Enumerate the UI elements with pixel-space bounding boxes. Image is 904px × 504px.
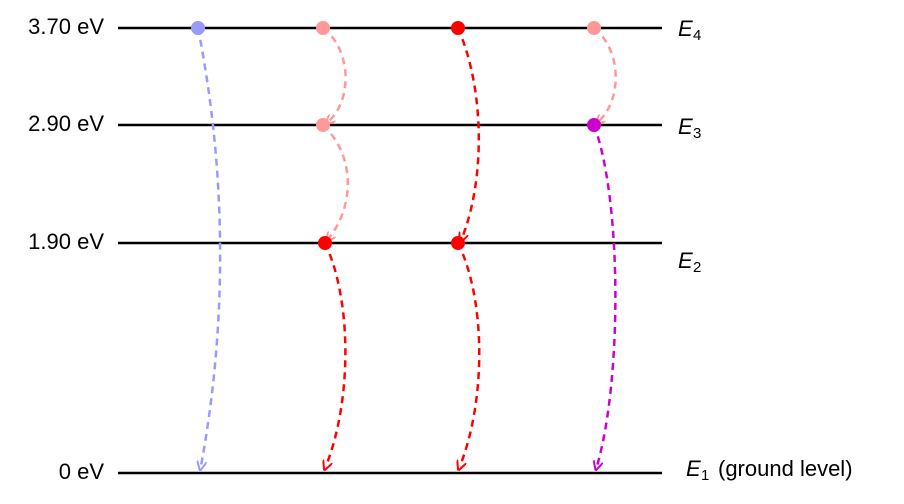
electron-dot [451,236,465,250]
level-note: (ground level) [718,456,853,481]
energy-label: 2.90 eV [28,111,104,136]
transition-arrow [594,124,617,466]
electron-dot [451,21,465,35]
energy-label: 3.70 eV [28,14,104,39]
electron-dot [316,118,330,132]
level-symbol: E [678,114,693,139]
transition-arrow [593,27,617,121]
level-symbol: E [678,248,693,273]
transition-arrow [456,27,481,238]
electron-dot [316,21,330,35]
level-symbol: E [686,456,701,481]
electron-dot [191,21,205,35]
electron-dot [587,118,601,132]
transition-arrow [322,27,347,121]
transition-arrow [458,242,481,466]
level-subscript: 2 [693,259,701,276]
level-subscript: 4 [693,27,701,44]
electron-dot [318,236,332,250]
transition-arrow [322,124,349,238]
level-subscript: 3 [693,125,701,142]
transition-arrow [325,242,347,466]
level-subscript: 1 [701,467,709,484]
transition-arrow [198,27,222,466]
energy-label: 0 eV [59,459,105,484]
energy-label: 1.90 eV [28,229,104,254]
electron-dot [587,21,601,35]
level-symbol: E [678,16,693,41]
